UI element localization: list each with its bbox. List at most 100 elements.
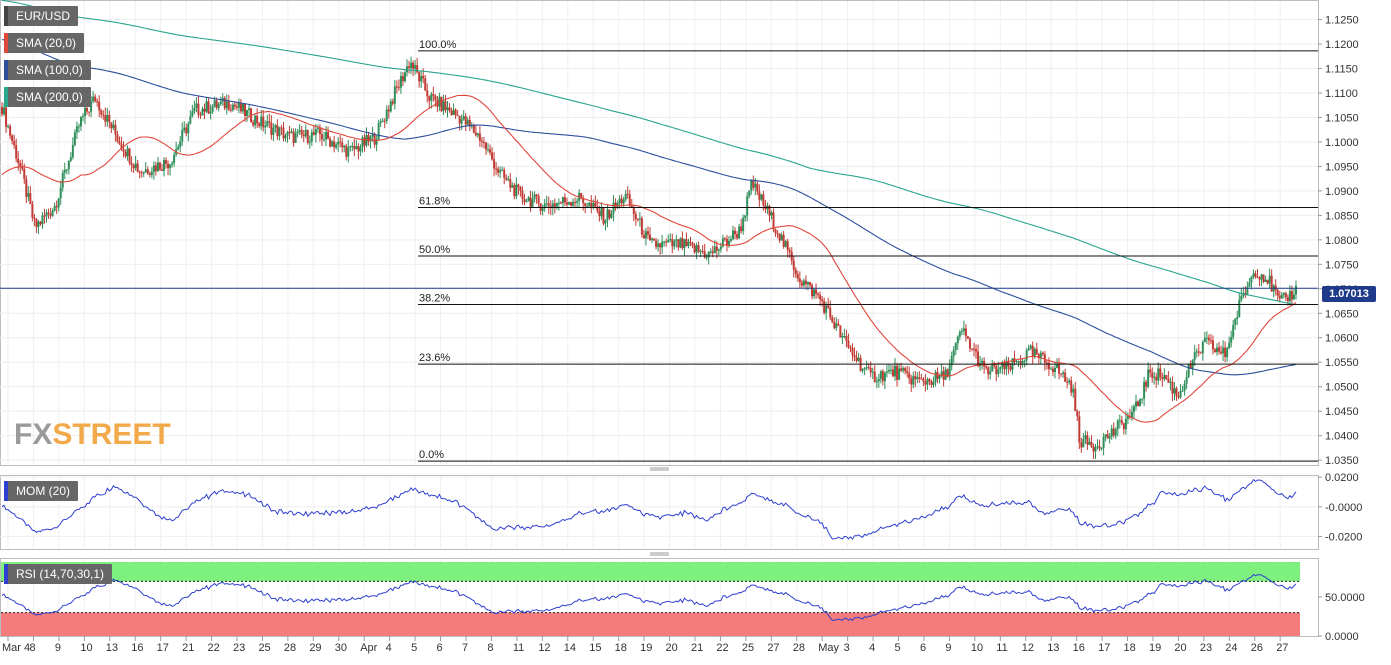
candle-body [934, 372, 937, 383]
candle-body [1027, 348, 1030, 351]
x-tick-label: 13 [106, 642, 118, 654]
candle-body [98, 101, 101, 111]
candle-body [73, 132, 76, 145]
price-tick-label: 1.1100 [1325, 88, 1358, 100]
candle-body [883, 372, 886, 382]
candle-body [462, 116, 465, 120]
candle-body [1153, 376, 1156, 378]
price-tick-label: 1.1200 [1325, 39, 1359, 51]
candle-body [385, 109, 388, 121]
candle-body [930, 381, 933, 385]
candle-body [219, 101, 222, 105]
mom-label[interactable]: MOM (20) [4, 481, 78, 501]
candle-body [284, 135, 287, 139]
candle-body [450, 110, 453, 116]
candle-body [160, 169, 163, 171]
candle-body [484, 142, 487, 150]
candle-body [51, 210, 54, 216]
candle-body [987, 367, 990, 375]
candle-body [991, 364, 994, 372]
x-tick-label: 8 [29, 642, 35, 654]
candle-body [1207, 337, 1210, 341]
candle-body [1100, 447, 1103, 449]
candle-body [47, 212, 50, 214]
candle-body [1110, 428, 1113, 437]
candle-body [1290, 291, 1293, 300]
candle-body [1274, 285, 1277, 291]
candle-body [509, 178, 512, 188]
price-tick-label: 1.0900 [1325, 186, 1359, 198]
candle-body [120, 143, 123, 149]
candle-body [355, 146, 358, 150]
candle-body [296, 131, 299, 134]
candle-body [612, 202, 615, 214]
candle-body [272, 127, 275, 135]
candle-body [1098, 446, 1101, 449]
candle-body [586, 205, 589, 207]
candle-body [900, 368, 903, 371]
candle-body [1033, 348, 1036, 356]
candle-body [1118, 420, 1121, 422]
sma100-label[interactable]: SMA (100,0) [4, 60, 91, 80]
candle-body [395, 86, 398, 88]
candle-body [778, 233, 781, 241]
candle-body [833, 322, 836, 329]
candle-body [1183, 383, 1186, 391]
rsi-label[interactable]: RSI (14,70,30,1) [4, 564, 113, 584]
candle-body [653, 238, 656, 241]
candle-body [379, 121, 382, 124]
candle-body [851, 348, 854, 355]
candle-body [1226, 348, 1229, 358]
candle-body [596, 206, 599, 211]
candle-body [381, 120, 384, 122]
candle-body [327, 132, 330, 139]
candle-body [401, 76, 404, 82]
candle-body [140, 172, 143, 174]
candle-body [495, 168, 498, 170]
candle-body [683, 239, 686, 249]
x-tick-label: 18 [615, 642, 627, 654]
price-tick-label: 1.0400 [1325, 431, 1359, 443]
candle-body [636, 218, 639, 220]
momentum-line [1, 478, 1297, 540]
candle-body [843, 336, 846, 338]
candle-body [644, 231, 647, 239]
candle-body [335, 144, 338, 148]
candle-body [466, 119, 469, 125]
candle-body [476, 133, 479, 136]
candle-body [1029, 345, 1032, 349]
candle-body [746, 196, 749, 216]
candle-body [553, 203, 556, 207]
price-tick-label: 1.0650 [1325, 308, 1359, 320]
candle-body [1201, 342, 1204, 354]
candle-body [331, 141, 334, 147]
candle-body [237, 102, 240, 108]
candle-body [505, 177, 508, 180]
candle-body [685, 239, 688, 247]
sma20-label[interactable]: SMA (20,0) [4, 33, 85, 53]
x-tick-label: Apr [360, 642, 377, 654]
candle-body [827, 305, 830, 308]
candle-body [760, 194, 763, 200]
x-tick-label: 29 [309, 642, 321, 654]
candle-body [244, 103, 246, 116]
candle-body [225, 101, 228, 109]
candle-body [873, 371, 876, 383]
candle-body [592, 202, 595, 207]
candle-body [11, 135, 14, 142]
candle-body [45, 212, 48, 217]
candle-body [308, 141, 311, 143]
sma200-label[interactable]: SMA (200,0) [4, 87, 91, 107]
candle-body [997, 369, 1000, 375]
candle-body [904, 368, 907, 372]
candle-body [831, 317, 834, 323]
candle-body [655, 240, 658, 247]
candle-body [1, 106, 3, 115]
candle-body [21, 166, 24, 169]
candle-body [580, 192, 583, 199]
symbol-label[interactable]: EUR/USD [4, 6, 79, 26]
candle-body [689, 241, 692, 243]
candle-body [142, 172, 145, 174]
price-tick-label: 1.0850 [1325, 210, 1359, 222]
